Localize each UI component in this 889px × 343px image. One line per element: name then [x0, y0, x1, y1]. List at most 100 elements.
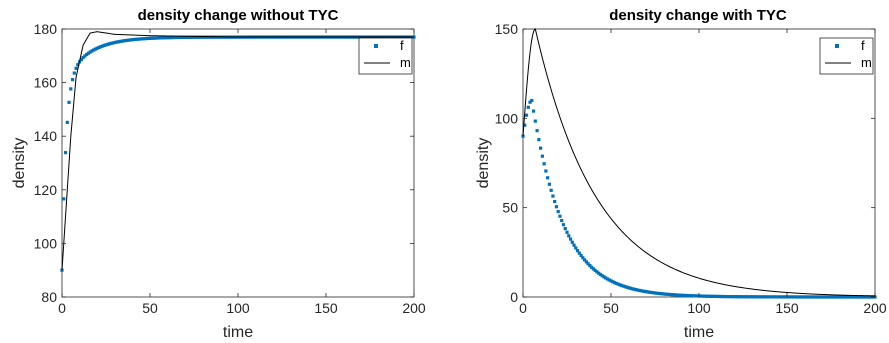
chart-right-series-f-point [526, 105, 530, 109]
chart-right-series-f-point [604, 276, 608, 280]
chart-right-series-f-point [551, 194, 555, 198]
chart-right-series-f-point [825, 295, 830, 299]
chart-right-series-f-point [641, 289, 645, 293]
chart-left-series-f-point [183, 35, 187, 39]
chart-right-series-f-point [597, 271, 601, 275]
chart-left-series-f-point [67, 100, 71, 104]
chart-left-series-f-point [157, 36, 161, 40]
chart-left-title: density change without TYC [138, 7, 339, 24]
chart-right-series-f-point [744, 295, 749, 299]
chart-right-series-f-point [797, 295, 801, 299]
chart-right-series-f-point [737, 295, 742, 299]
chart-left-series-f-point [208, 35, 212, 39]
chart-right-series-f-point [864, 295, 868, 299]
chart-right-series-f-point [839, 295, 844, 299]
chart-right-series-f-point [700, 294, 705, 298]
chart-right-series-f-point [539, 146, 543, 150]
chart-right-series-f-point [845, 295, 849, 299]
chart-left-series-m-line [61, 31, 414, 271]
chart-right-series-f-point [815, 295, 819, 299]
chart-left-series-f-point [104, 43, 108, 47]
chart-right-series-f-point [616, 282, 620, 286]
chart-right-series-f-point [639, 289, 643, 293]
chart-left: density change without TYC 0 50 100 150 200 8… [11, 7, 426, 341]
chart-right-xtick-label: 150 [775, 300, 799, 316]
chart-right-series-f-point [804, 295, 808, 299]
chart-right-series-f-point [669, 292, 673, 297]
chart-left-series-f-point [85, 52, 89, 57]
chart-left-series-f-point [130, 38, 134, 42]
chart-left-ytick-label: 140 [34, 128, 58, 144]
chart-right-series-f-point [794, 295, 798, 299]
chart-left-series-f-point [137, 37, 142, 41]
chart-right-series-f-point [734, 295, 738, 299]
chart-right-series-f-point [810, 295, 814, 299]
chart-left-series-f-point [171, 35, 175, 40]
chart-left-series-f-point [107, 42, 112, 46]
chart-left-series-f-point [113, 40, 117, 45]
chart-left-series-f-point [86, 51, 90, 55]
chart-left-series-f-point [158, 36, 163, 40]
chart-right-series-f-point [711, 294, 715, 298]
chart-right-series-f-point [741, 295, 745, 299]
chart-left-series-f-point [70, 78, 75, 82]
chart-right-series-f-point [676, 293, 680, 297]
chart-right-series-f-point [607, 278, 611, 282]
chart-left-ytick-label: 160 [34, 75, 58, 91]
chart-right-series-f-point [593, 268, 597, 272]
chart-right-series-f-point [546, 176, 550, 180]
chart-right-series-f-point [556, 209, 560, 214]
chart-left-series-f-point [90, 49, 94, 53]
chart-right-series-f-point [723, 294, 727, 299]
chart-left-series-f-point [181, 35, 186, 39]
chart-right-series-f-point [718, 294, 722, 299]
chart-left-series-f-point [143, 37, 147, 41]
chart-left-series-f-point [151, 36, 156, 40]
chart-left-legend-box [358, 37, 413, 75]
chart-right-series-f-point [554, 205, 559, 209]
chart-right-series-f-point [540, 154, 544, 158]
chart-right-series-f-point [822, 295, 826, 299]
chart-right-series-f-point [667, 292, 671, 297]
chart-right-series-f-point [523, 123, 527, 127]
chart-right-series-f-point [751, 295, 756, 299]
chart-right-series-f-point [577, 251, 581, 255]
chart-right-series-f-point [621, 284, 625, 288]
chart-left-series-f-point [166, 36, 170, 40]
chart-left-series-f-point [106, 42, 110, 46]
chart-left-series-f-point [72, 71, 76, 75]
chart-right-series-f-point [862, 295, 867, 299]
chart-right-series-f-point [521, 134, 525, 138]
chart-left-series-f-point [102, 43, 106, 48]
chart-left-legend: f m [358, 37, 413, 75]
chart-right-series-m-line [522, 28, 876, 297]
chart-right-series-f-point [537, 138, 541, 142]
chart-right-series-f-point [528, 100, 532, 104]
chart-right-xtick-label: 0 [519, 300, 527, 316]
chart-right-series-f-point [581, 256, 585, 260]
chart-right-series-f-point [848, 295, 852, 299]
chart-right-series-f-point [866, 295, 870, 299]
chart-right-series-f-point [808, 295, 812, 299]
chart-right-series-f-point [656, 291, 661, 295]
chart-right-legend-m-label: m [861, 55, 872, 70]
chart-right-series-f-point [769, 295, 773, 299]
chart-right-series-f-point [544, 169, 548, 173]
chart-right-series-f-point [671, 293, 675, 297]
chart-left-series-f-point [97, 45, 101, 50]
chart-right-series-f-point [771, 295, 775, 299]
chart-right-series-f-point [524, 113, 529, 117]
chart-right-series-f-point [665, 292, 669, 296]
chart-right-series-f-point [685, 293, 689, 298]
chart-left-series-f-point [81, 56, 85, 60]
chart-right-series-f-point [781, 295, 786, 299]
chart-right-series-f-point [788, 295, 793, 299]
chart-right-series-f-point [715, 294, 719, 299]
chart-left-series-f-point [92, 48, 96, 52]
chart-right-series-f-point [759, 295, 763, 299]
chart-right-series-f-point [736, 295, 740, 299]
chart-right-series-f-point [568, 237, 573, 241]
chart-left-series-f-point [162, 36, 166, 40]
chart-right-series-f-point [690, 294, 694, 298]
chart-left-legend-f-marker [374, 44, 378, 48]
